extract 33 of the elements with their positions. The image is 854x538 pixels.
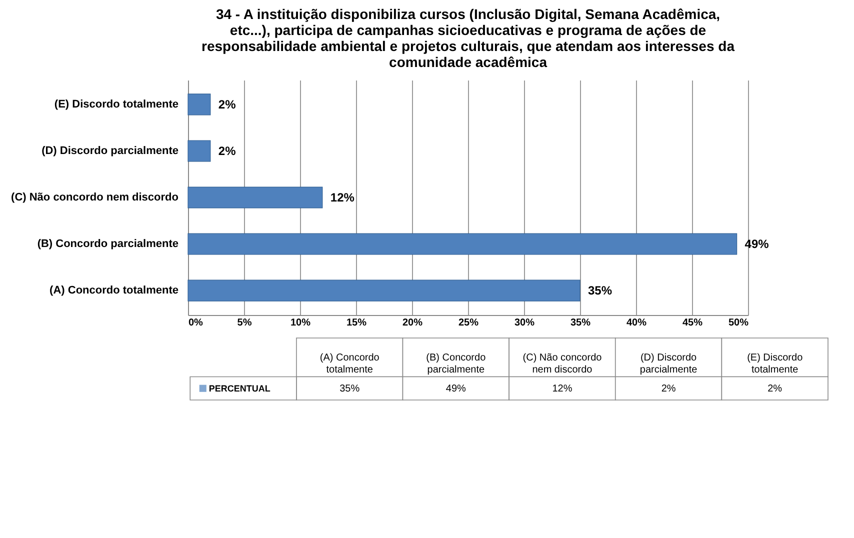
y-tick-label: (C) Não concordo nem discordo <box>11 192 179 204</box>
x-tick-label: 50% <box>728 318 749 328</box>
x-tick-label: 25% <box>458 318 479 328</box>
x-tick-label: 35% <box>570 318 591 328</box>
x-tick-label: 0% <box>188 318 204 328</box>
data-label: 2% <box>218 144 236 158</box>
category-label: (E) Discordo totalmente <box>747 352 803 376</box>
text: 2% <box>768 383 782 394</box>
data-label: 49% <box>744 237 770 252</box>
y-tick-label: (D) Discordo parcialmente <box>42 144 178 157</box>
x-tick-label: 20% <box>402 318 423 328</box>
data-label: 35% <box>588 284 612 298</box>
y-tick-label: (B) Concordo parcialmente <box>37 238 178 250</box>
x-tick-label: 5% <box>237 318 252 328</box>
text: 35% <box>340 383 360 394</box>
x-tick-label: 15% <box>346 318 367 328</box>
text: 12% <box>552 383 572 394</box>
text: 49% <box>446 383 466 394</box>
category-label: (B) Concordo parcialmente <box>426 352 486 376</box>
category-label: (C) Não concordo nem discordo <box>522 352 602 376</box>
x-tick-label: 10% <box>290 318 311 328</box>
chart-title: 34 - A instituição disponibiliza cursos (Inclusão Digital, Semana Acadêmica, etc...), participa de campanhas sicioeducativas e programa de ações de responsabilidade ambiental e projetos culturais, que atendam aos interesses da comunidade acadêmica <box>202 6 735 70</box>
data-label: 2% <box>218 97 236 112</box>
legend-label: PERCENTUAL <box>208 383 271 394</box>
data-label: 12% <box>330 190 355 204</box>
x-tick-label: 30% <box>514 318 535 328</box>
text: 2% <box>661 383 676 394</box>
y-tick-label: (A) Concordo totalmente <box>50 284 178 297</box>
category-label: (D) Discordo parcialmente <box>640 352 698 376</box>
y-tick-label: (E) Discordo totalmente <box>54 98 178 110</box>
x-tick-label: 40% <box>626 318 647 328</box>
x-tick-label: 45% <box>682 318 703 328</box>
category-label: (A) Concordo totalmente <box>320 352 380 376</box>
